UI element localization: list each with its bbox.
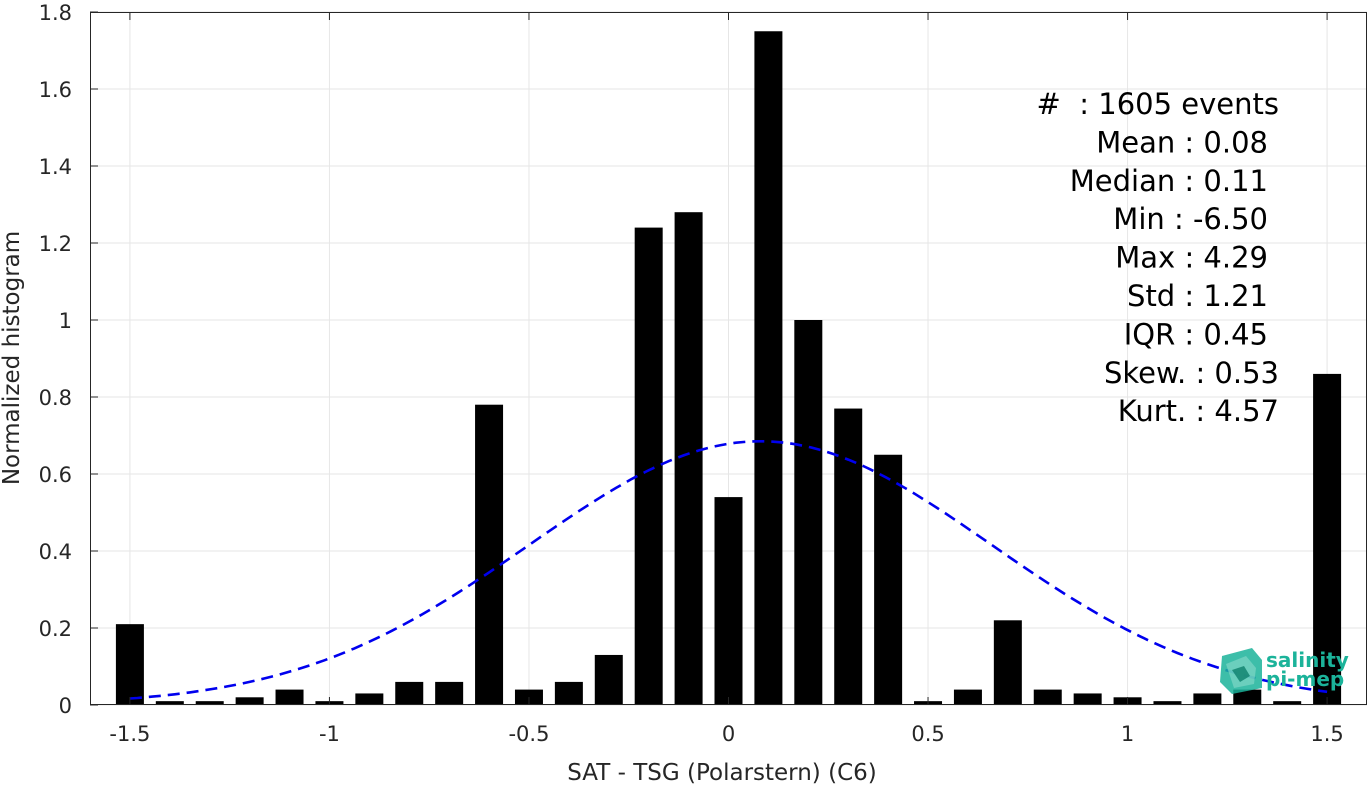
y-axis-ticks: 0 0.2 0.4 0.6 0.8 1 1.2 1.4 1.6 1.8: [39, 1, 98, 718]
histogram-bar: [1273, 701, 1302, 705]
histogram-bar: [355, 693, 384, 705]
stats-line: Max : 4.29: [1115, 241, 1268, 275]
histogram-bar: [235, 697, 264, 705]
logo-text-salinity: salinity: [1266, 648, 1349, 672]
x-tick-label: -0.5: [508, 722, 549, 746]
stats-line: Min : -6.50: [1113, 202, 1268, 236]
salinity-pimep-logo: salinity pi-mep: [1220, 648, 1349, 694]
y-tick-label: 1.2: [39, 232, 72, 256]
histogram-bar: [554, 681, 583, 705]
histogram-bar: [195, 701, 224, 705]
histogram-bar: [155, 701, 184, 705]
x-tick-label: 1.5: [1310, 722, 1343, 746]
y-tick-label: 0.4: [39, 540, 72, 564]
y-axis-title: Normalized histogram: [0, 231, 25, 485]
stats-line: Mean : 0.08: [1096, 125, 1268, 159]
stats-line: # : 1605 events: [1037, 87, 1279, 121]
x-tick-label: -1: [319, 722, 340, 746]
stats-line: Skew. : 0.53: [1104, 356, 1279, 390]
histogram-bars: [115, 31, 1342, 705]
histogram-bar: [275, 689, 304, 705]
x-axis-title: SAT - TSG (Polarstern) (C6): [567, 760, 876, 785]
y-tick-label: 1.4: [39, 155, 72, 179]
gaussian-fit-curve: [129, 440, 1328, 700]
histogram-bar: [1193, 693, 1222, 705]
logo-text-pimep: pi-mep: [1266, 667, 1344, 691]
histogram-bar: [594, 654, 623, 705]
histogram-bar: [993, 620, 1022, 705]
histogram-bar: [874, 454, 903, 705]
stats-line: Median : 0.11: [1070, 164, 1268, 198]
histogram-bar: [953, 689, 982, 705]
y-tick-label: 1.6: [39, 78, 72, 102]
x-tick-label: 1: [1121, 722, 1134, 746]
histogram-bar: [1313, 373, 1342, 705]
histogram-bar: [1033, 689, 1062, 705]
y-tick-label: 0.8: [39, 386, 72, 410]
stats-line: IQR : 0.45: [1124, 317, 1268, 351]
histogram-bar: [674, 212, 703, 705]
histogram-bar: [794, 320, 823, 705]
x-axis-ticks: -1.5 -1 -0.5 0 0.5 1 1.5: [109, 12, 1344, 746]
x-tick-label: -1.5: [109, 722, 150, 746]
histogram-bar: [1233, 689, 1262, 705]
y-tick-label: 1.8: [39, 1, 72, 25]
x-tick-label: 0.5: [911, 722, 944, 746]
histogram-bar: [1153, 701, 1182, 705]
y-tick-label: 0: [59, 694, 72, 718]
stats-line: Kurt. : 4.57: [1118, 394, 1279, 428]
logo-mark-icon: [1220, 648, 1262, 694]
x-tick-label: 0: [722, 722, 735, 746]
histogram-bar: [1073, 693, 1102, 705]
histogram-bar: [714, 497, 743, 705]
stats-line: Std : 1.21: [1127, 279, 1268, 313]
statistics-annotation: # : 1605 events Mean : 0.08 Median : 0.11 M…: [1037, 87, 1279, 428]
histogram-bar: [395, 681, 424, 705]
histogram-bar: [115, 624, 144, 705]
y-tick-label: 1: [59, 309, 72, 333]
histogram-bar: [634, 227, 663, 705]
histogram-bar: [475, 404, 504, 705]
histogram-bar: [435, 681, 464, 705]
histogram-bar: [754, 31, 783, 705]
y-tick-label: 0.6: [39, 463, 72, 487]
histogram-bar: [834, 408, 863, 705]
y-tick-label: 0.2: [39, 617, 72, 641]
